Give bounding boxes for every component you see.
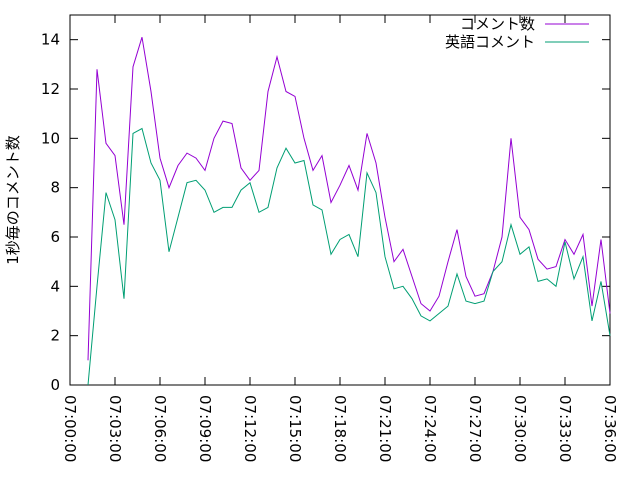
axis-ticks: 0 2 4 6 8 10 12 14 07:00:00 07:03:00 07:06:00 07:09… (41, 15, 619, 462)
y-tick-label: 6 (50, 228, 60, 246)
legend-label: コメント数 (460, 15, 535, 33)
x-tick-label: 07:12:00 (241, 395, 259, 462)
series-line (87, 127, 611, 386)
y-axis-label: 1秒毎のコメント数 (4, 135, 22, 265)
x-tick-label: 07:03:00 (106, 395, 124, 462)
series-lines (87, 37, 611, 386)
x-tick-label: 07:36:00 (601, 395, 619, 462)
y-tick-label: 8 (50, 179, 60, 197)
y-tick-label: 14 (41, 31, 60, 49)
plot-frame (69, 14, 611, 386)
x-tick-label: 07:15:00 (286, 395, 304, 462)
legend-label: 英語コメント (445, 33, 535, 51)
x-tick-label: 07:33:00 (556, 395, 574, 462)
x-tick-label: 07:18:00 (331, 395, 349, 462)
y-tick-label: 4 (50, 277, 60, 295)
y-tick-label: 12 (41, 80, 60, 98)
y-tick-label: 10 (41, 129, 60, 147)
x-tick-label: 07:21:00 (376, 395, 394, 462)
y-tick-label: 0 (50, 376, 60, 394)
x-tick-label: 07:09:00 (196, 395, 214, 462)
x-tick-label: 07:30:00 (511, 395, 529, 462)
x-tick-label: 07:00:00 (61, 395, 79, 462)
y-tick-label: 2 (50, 327, 60, 345)
x-tick-label: 07:24:00 (421, 395, 439, 462)
series-line (87, 37, 611, 361)
x-tick-label: 07:27:00 (466, 395, 484, 462)
x-tick-label: 07:06:00 (151, 395, 169, 462)
